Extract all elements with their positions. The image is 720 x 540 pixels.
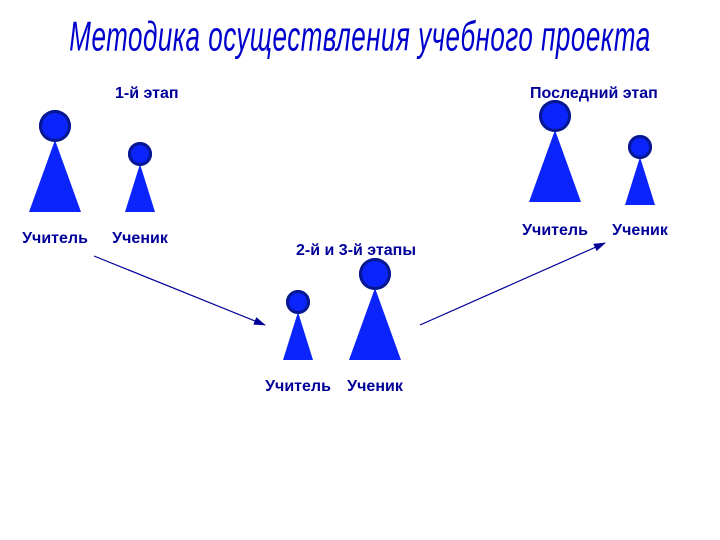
diagram-canvas: Методика осуществления учебного проекта … xyxy=(0,0,720,540)
person-body-icon xyxy=(283,312,313,360)
role-label-student-1: Ученик xyxy=(100,230,180,248)
person-student-3 xyxy=(625,135,655,207)
person-head-icon xyxy=(128,142,152,166)
person-teacher-1 xyxy=(29,110,81,214)
person-student-2 xyxy=(349,258,401,362)
role-label-student-2: Ученик xyxy=(335,378,415,396)
person-body-icon xyxy=(349,288,401,360)
person-body-icon xyxy=(529,130,581,202)
person-head-icon xyxy=(359,258,391,290)
person-body-icon xyxy=(125,164,155,212)
person-head-icon xyxy=(539,100,571,132)
page-title: Методика осуществления учебного проекта xyxy=(0,12,720,62)
role-label-teacher-2: Учитель xyxy=(258,378,338,396)
stage-label-stage-1: 1-й этап xyxy=(115,85,179,103)
role-label-teacher-3: Учитель xyxy=(515,222,595,240)
person-student-1 xyxy=(125,142,155,214)
arrow-2-to-3 xyxy=(420,243,605,325)
arrow-1-to-2 xyxy=(94,256,265,325)
person-head-icon xyxy=(286,290,310,314)
person-teacher-3 xyxy=(529,100,581,204)
person-head-icon xyxy=(39,110,71,142)
person-body-icon xyxy=(29,140,81,212)
person-body-icon xyxy=(625,157,655,205)
role-label-student-3: Ученик xyxy=(600,222,680,240)
person-teacher-2 xyxy=(283,290,313,362)
role-label-teacher-1: Учитель xyxy=(15,230,95,248)
person-head-icon xyxy=(628,135,652,159)
